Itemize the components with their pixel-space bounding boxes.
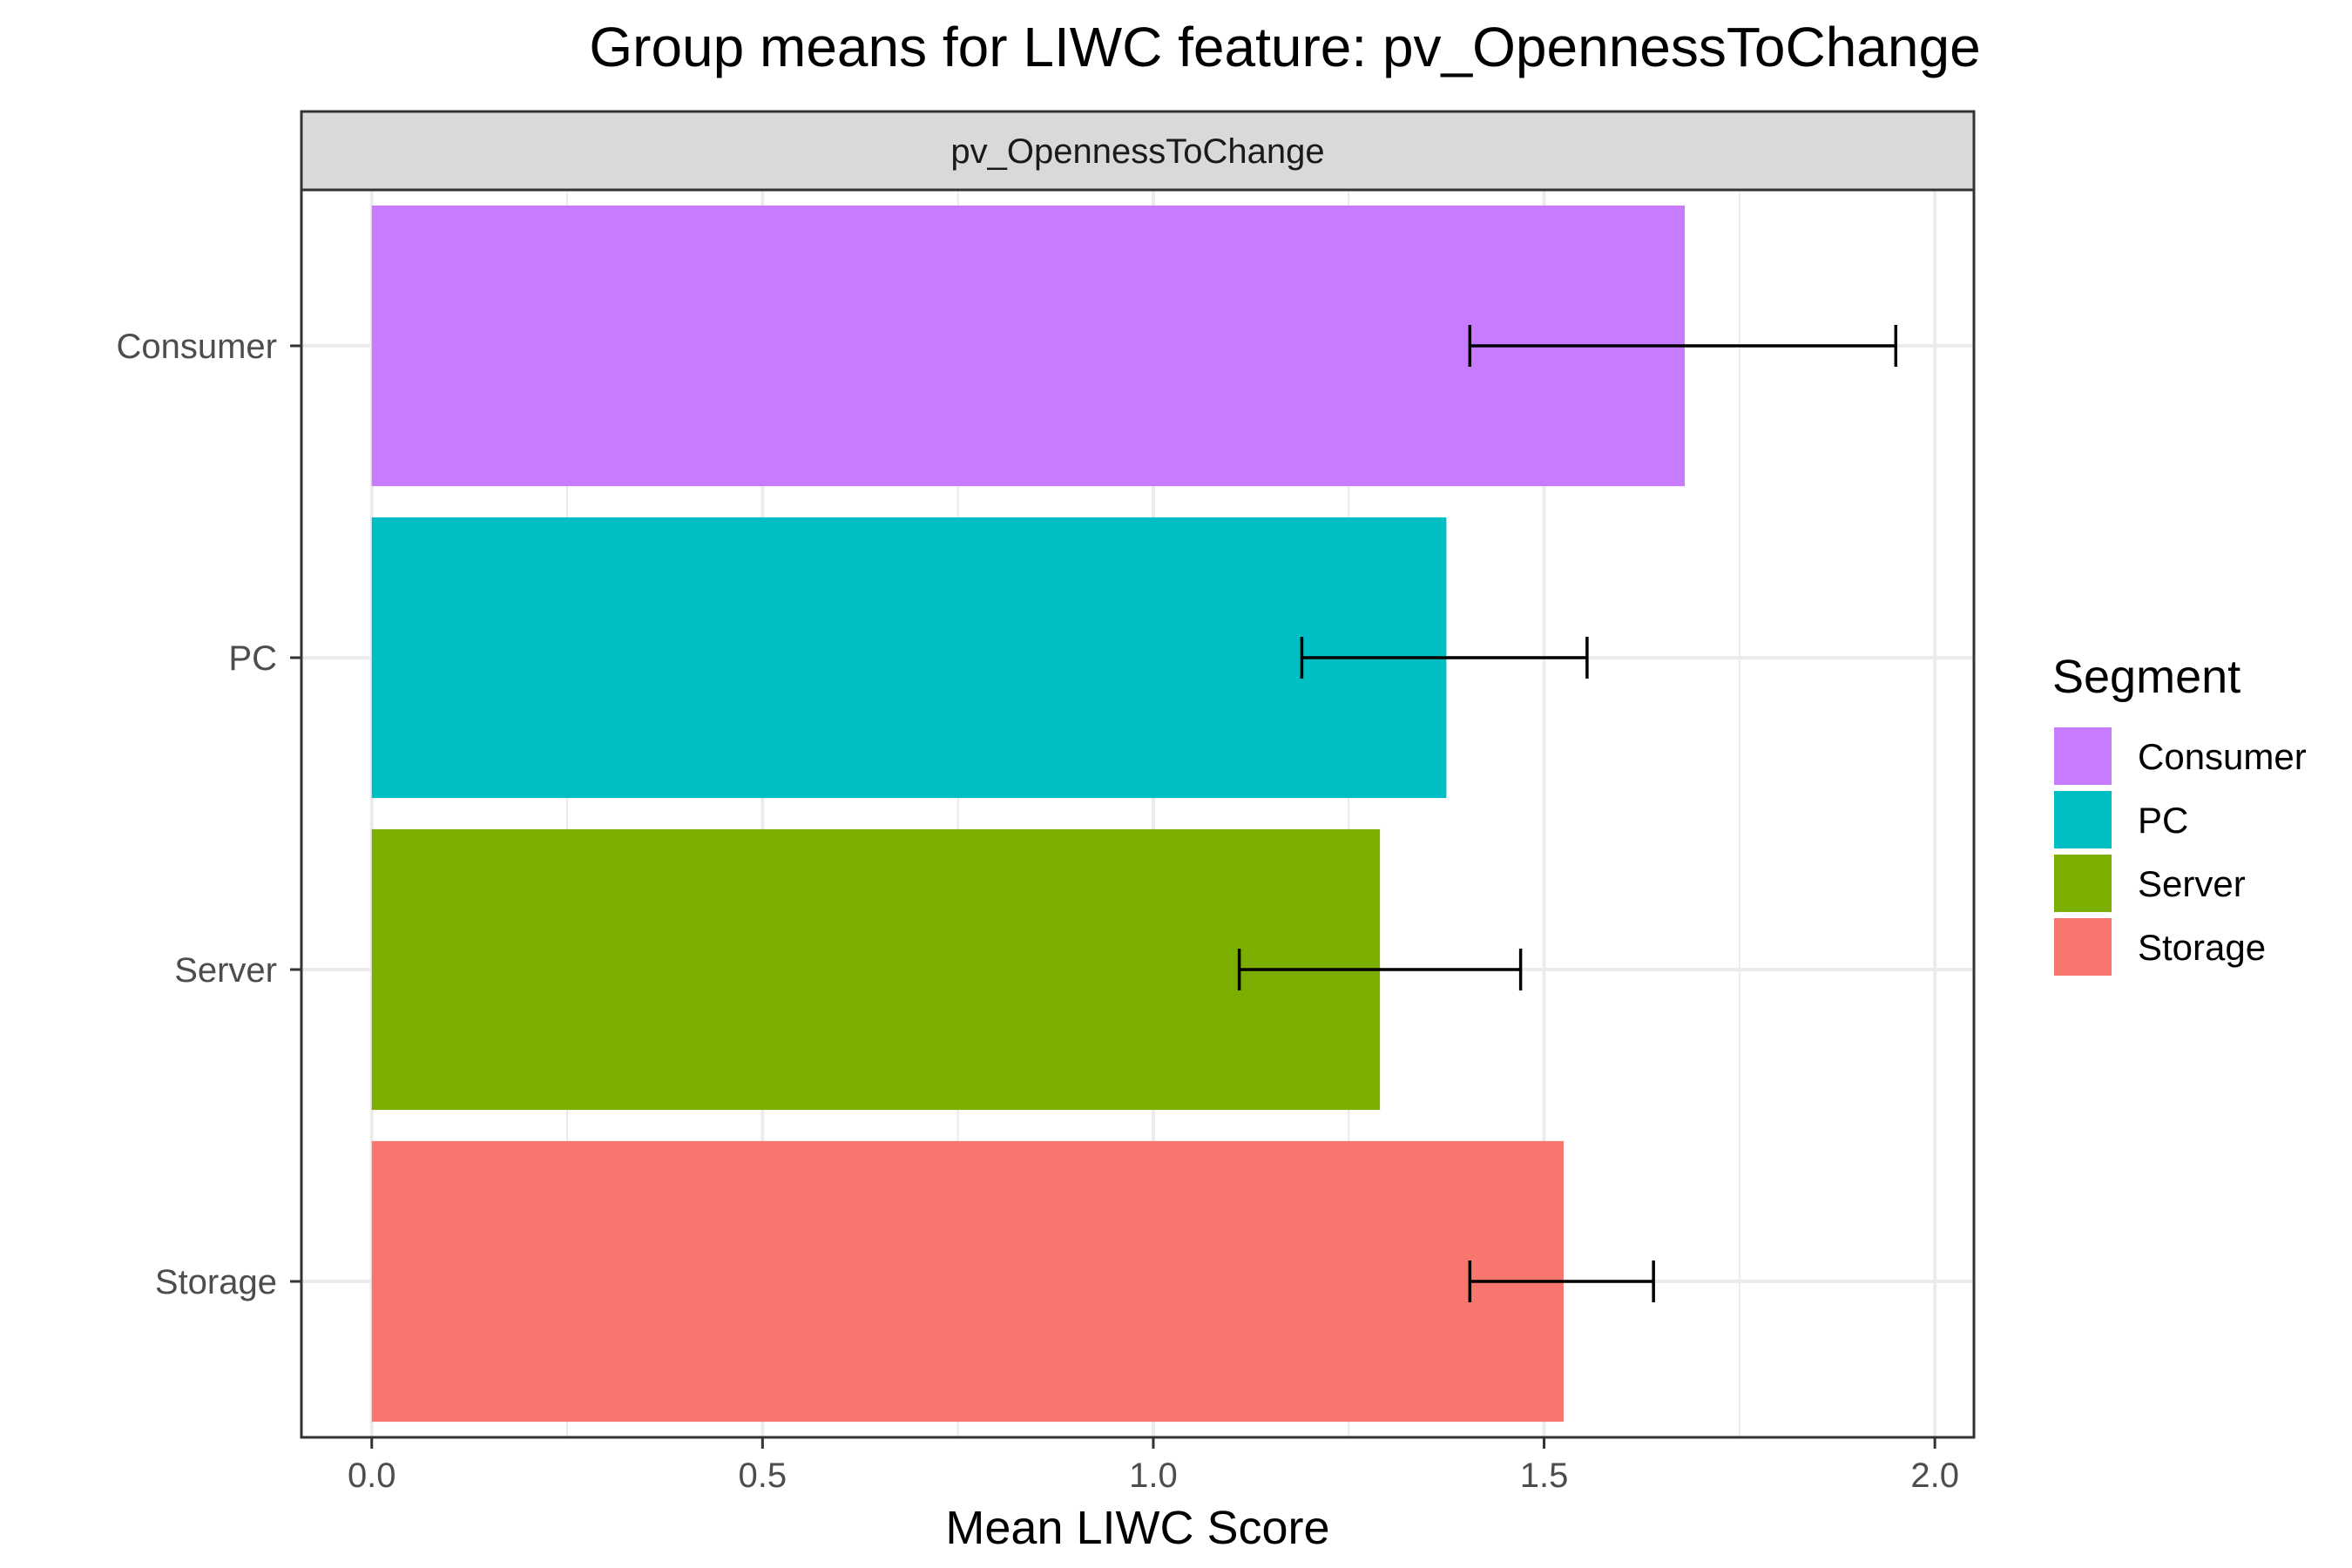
- legend-label: PC: [2138, 800, 2188, 841]
- legend: Segment Consumer PC Server Storage: [2052, 651, 2307, 976]
- error-bar-pc: [1300, 637, 1589, 679]
- legend-item-server: Server: [2054, 855, 2246, 912]
- x-axis-title: Mean LIWC Score: [945, 1502, 1329, 1554]
- x-tick-label: 1.0: [1129, 1456, 1178, 1495]
- legend-label: Storage: [2138, 927, 2266, 968]
- legend-item-storage: Storage: [2054, 918, 2266, 976]
- bar-pc: [371, 517, 1447, 799]
- error-bar-consumer: [1468, 325, 1898, 367]
- chart-title: Group means for LIWC feature: pv_Opennes…: [589, 16, 1980, 78]
- bar-consumer: [371, 205, 1686, 487]
- y-tick-label-storage: Storage: [155, 1263, 277, 1301]
- legend-label: Consumer: [2138, 736, 2307, 777]
- facet-strip-label: pv_OpennessToChange: [950, 132, 1324, 171]
- legend-label: Server: [2138, 863, 2246, 904]
- bar-server: [371, 828, 1381, 1111]
- bars: [371, 205, 1686, 1423]
- error-bar-server: [1237, 949, 1523, 990]
- x-tick-label: 2.0: [1910, 1456, 1959, 1495]
- legend-key: [2054, 855, 2112, 912]
- x-axis: 0.0 0.5 1.0 1.5 2.0: [348, 1437, 1959, 1495]
- legend-items: Consumer PC Server Storage: [2054, 727, 2307, 976]
- legend-key: [2054, 727, 2112, 785]
- y-tick-label-server: Server: [174, 951, 277, 990]
- legend-title: Segment: [2052, 651, 2240, 703]
- y-axis: Consumer PC Server Storage: [116, 328, 301, 1301]
- bar-storage: [371, 1140, 1564, 1423]
- x-tick-label: 1.5: [1520, 1456, 1569, 1495]
- x-tick-label: 0.5: [739, 1456, 787, 1495]
- error-bar-storage: [1468, 1260, 1655, 1302]
- y-tick-label-consumer: Consumer: [116, 328, 277, 366]
- legend-key: [2054, 918, 2112, 976]
- y-tick-label-pc: PC: [228, 639, 277, 678]
- legend-item-consumer: Consumer: [2054, 727, 2307, 785]
- facet-strip: [300, 110, 1976, 192]
- legend-item-pc: PC: [2054, 791, 2188, 848]
- plot-panel-border: [300, 188, 1976, 1439]
- error-bars: [1237, 325, 1898, 1302]
- x-tick-label: 0.0: [348, 1456, 396, 1495]
- legend-key: [2054, 791, 2112, 848]
